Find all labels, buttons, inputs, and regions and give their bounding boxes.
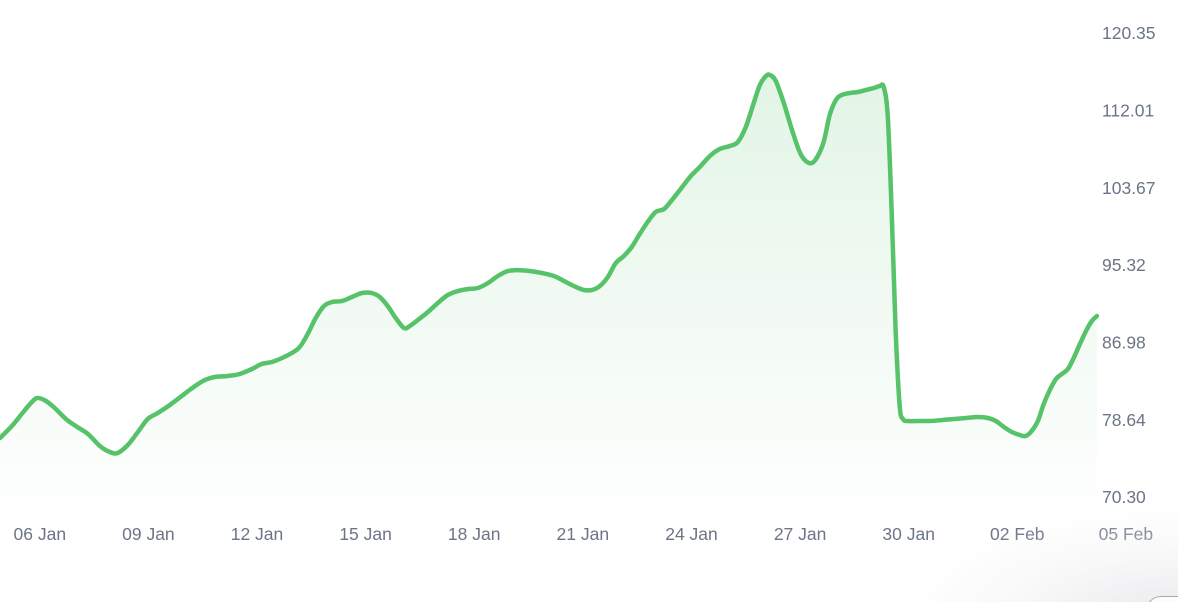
- x-tick-label: 12 Jan: [231, 524, 284, 544]
- y-tick-label: 78.64: [1102, 410, 1146, 430]
- x-tick-label: 09 Jan: [122, 524, 175, 544]
- x-tick-label: 21 Jan: [557, 524, 610, 544]
- x-tick-label: 24 Jan: [665, 524, 718, 544]
- y-tick-label: 86.98: [1102, 333, 1146, 353]
- chart-line: [0, 72, 1100, 456]
- y-tick-label: 95.32: [1102, 255, 1146, 275]
- x-axis-labels: 06 Jan 09 Jan 12 Jan 15 Jan 18 Jan 21 Jan 24 J…: [14, 524, 1154, 544]
- y-tick-label: 103.67: [1102, 178, 1156, 198]
- y-tick-label: 70.30: [1102, 487, 1146, 507]
- chart-area-fill: [0, 74, 1097, 515]
- y-tick-label: 112.01: [1102, 101, 1154, 121]
- x-tick-label: 30 Jan: [882, 524, 935, 544]
- x-tick-label: 15 Jan: [339, 524, 392, 544]
- y-axis-labels: 120.35 112.01 103.67 95.32 86.98 78.64 70.30: [1102, 23, 1156, 507]
- x-tick-label: 18 Jan: [448, 524, 501, 544]
- x-tick-label: 05 Feb: [1099, 524, 1153, 544]
- x-tick-label: 27 Jan: [774, 524, 827, 544]
- x-tick-label: 06 Jan: [14, 524, 67, 544]
- x-tick-label: 02 Feb: [990, 524, 1044, 544]
- y-tick-label: 120.35: [1102, 23, 1156, 43]
